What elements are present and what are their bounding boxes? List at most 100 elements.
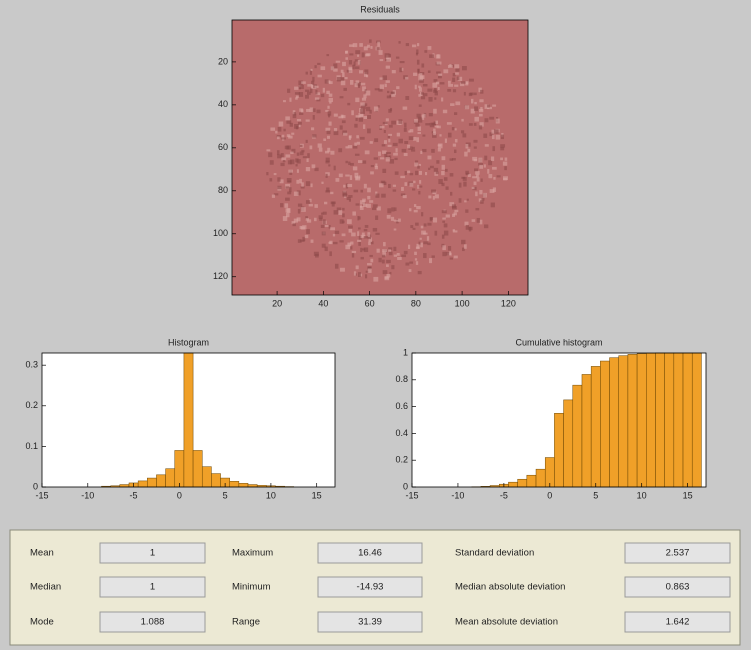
image-texture [403, 107, 408, 110]
stat-value: -14.93 [357, 582, 384, 593]
image-texture [379, 183, 384, 187]
image-texture [380, 126, 385, 129]
image-texture [339, 174, 343, 178]
image-texture [405, 77, 408, 80]
image-texture [428, 156, 432, 160]
image-texture [283, 129, 285, 132]
image-texture [429, 258, 432, 263]
image-texture [404, 153, 408, 156]
y-tick-label: 20 [218, 56, 228, 66]
image-texture [286, 186, 290, 188]
image-texture [382, 169, 386, 173]
y-tick-label: 0.2 [395, 455, 408, 465]
histogram-bar [646, 353, 655, 487]
image-texture [360, 137, 365, 140]
image-texture [454, 210, 458, 212]
image-texture [384, 130, 386, 133]
image-texture [321, 225, 325, 228]
image-texture [357, 231, 359, 236]
x-tick-label: 15 [312, 490, 322, 500]
image-texture [367, 196, 370, 199]
image-texture [325, 225, 329, 227]
image-texture [310, 183, 312, 187]
image-texture [469, 123, 473, 126]
image-texture [465, 171, 469, 175]
image-texture [344, 77, 347, 79]
image-texture [297, 153, 300, 156]
image-texture [356, 135, 359, 138]
image-texture [372, 208, 376, 210]
stat-value: 0.863 [666, 582, 690, 593]
image-texture [397, 133, 400, 137]
image-texture [418, 118, 422, 122]
image-texture [354, 143, 357, 146]
image-texture [342, 120, 346, 123]
image-texture [453, 89, 456, 92]
histogram-bar [564, 400, 573, 487]
histogram-bar [230, 481, 239, 487]
image-texture [477, 218, 480, 223]
image-texture [386, 152, 391, 154]
image-texture [355, 66, 359, 69]
image-texture [364, 184, 367, 189]
image-texture [442, 235, 444, 239]
chart-title: Residuals [360, 4, 400, 14]
image-texture [356, 265, 359, 269]
image-texture [433, 131, 436, 135]
image-texture [327, 136, 330, 139]
image-texture [277, 136, 280, 139]
image-texture [301, 81, 306, 84]
image-texture [417, 69, 419, 73]
image-texture [414, 119, 418, 123]
image-texture [318, 75, 322, 78]
image-texture [380, 157, 384, 159]
image-texture [330, 227, 335, 230]
image-texture [500, 147, 504, 150]
image-texture [384, 84, 386, 87]
image-texture [356, 115, 361, 117]
image-texture [444, 177, 448, 181]
image-texture [487, 169, 489, 174]
image-texture [366, 53, 370, 56]
y-tick-label: 0.6 [395, 401, 408, 411]
image-texture [466, 225, 469, 230]
image-texture [277, 154, 281, 158]
image-texture [402, 149, 407, 152]
x-tick-label: -5 [500, 490, 508, 500]
stat-label: Median [30, 582, 61, 593]
image-texture [378, 258, 381, 262]
image-texture [313, 115, 315, 120]
image-texture [328, 111, 332, 115]
image-texture [404, 141, 408, 144]
image-texture [325, 190, 330, 192]
image-texture [379, 50, 383, 55]
histogram-bar [582, 374, 591, 487]
image-texture [323, 88, 325, 93]
image-texture [392, 70, 396, 73]
image-texture [419, 171, 422, 175]
histogram-bar [518, 479, 527, 487]
image-texture [285, 146, 289, 150]
image-texture [369, 39, 372, 42]
image-texture [298, 122, 302, 125]
image-texture [463, 182, 466, 187]
image-texture [332, 202, 335, 207]
image-texture [334, 131, 339, 135]
image-texture [459, 198, 462, 202]
image-texture [343, 88, 346, 91]
image-texture [413, 73, 417, 76]
image-texture [325, 128, 330, 131]
image-texture [345, 146, 348, 148]
image-texture [435, 231, 438, 236]
image-texture [348, 225, 353, 228]
histogram-bar [545, 458, 554, 487]
image-texture [288, 180, 292, 182]
image-texture [484, 164, 486, 167]
image-texture [491, 203, 495, 208]
image-texture [481, 198, 484, 201]
image-texture [394, 158, 397, 160]
image-texture [343, 185, 345, 188]
image-texture [360, 248, 362, 252]
image-texture [414, 252, 417, 255]
image-texture [325, 79, 329, 83]
